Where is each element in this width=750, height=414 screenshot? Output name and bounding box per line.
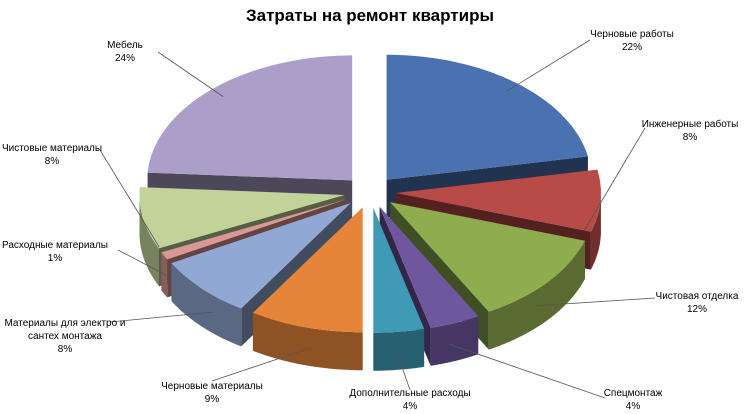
value-label: 12% (686, 304, 707, 315)
data-label: Мебель 24% (55, 39, 195, 65)
category-label: Черновые работы (590, 29, 674, 40)
leader-line (99, 149, 160, 248)
slice-top (373, 207, 425, 333)
value-label: 22% (621, 42, 642, 53)
category-label: Инженерные работы (641, 119, 739, 130)
leader-line (396, 352, 411, 391)
category-label: Дополнительные расходы (349, 388, 471, 399)
slice-top (171, 202, 351, 309)
leader-line (535, 297, 656, 307)
slice-wall (430, 316, 479, 366)
category-label: Чистовые материалы (1, 143, 103, 154)
data-label: Чистовые материалы 8% (0, 142, 122, 168)
leader-line (448, 343, 606, 399)
slice-top (147, 55, 353, 181)
leader-line (583, 127, 646, 231)
data-label: Дополнительные расходы 4% (340, 387, 480, 413)
data-label: Материалы для электро и сантех монтажа 8% (0, 317, 135, 356)
leader-line (211, 347, 311, 382)
slice-wall (373, 328, 425, 371)
value-label: 24% (114, 53, 135, 64)
category-label: Спецмонтаж (603, 388, 663, 399)
value-label: 4% (625, 401, 641, 412)
data-label: Спецмонтаж 4% (563, 387, 703, 413)
slice-wall (590, 193, 601, 270)
value-label: 4% (402, 401, 418, 412)
value-label: 8% (57, 344, 73, 355)
value-label: 1% (47, 253, 63, 264)
slice-top (390, 202, 585, 312)
leader-line (506, 39, 591, 92)
category-label: Черновые материалы (161, 381, 263, 392)
slice-wall (252, 312, 363, 371)
slice-top (379, 206, 479, 328)
slice-top (139, 187, 345, 249)
value-label: 9% (204, 394, 220, 405)
leader-line (109, 311, 214, 323)
slice-top (395, 169, 601, 232)
slice-top (252, 207, 363, 333)
slice-top (386, 54, 588, 180)
category-label: Расходные материалы (2, 240, 108, 251)
category-label: Мебель (107, 40, 143, 51)
chart-title: Затраты на ремонт квартиры (246, 6, 494, 25)
leader-line (157, 51, 224, 97)
slice-wall (161, 252, 168, 298)
data-label: Инженерные работы 8% (620, 118, 750, 144)
data-label: Черновые работы 22% (562, 28, 702, 54)
data-label: Чистовая отделка 12% (627, 290, 750, 316)
data-label: Расходные материалы 1% (0, 239, 125, 265)
value-label: 8% (682, 132, 698, 143)
category-label: Чистовая отделка (655, 291, 739, 302)
slice-wall (171, 263, 242, 347)
slice-wall (488, 240, 585, 350)
value-label: 8% (44, 156, 60, 167)
slice (252, 207, 363, 371)
category-label: Материалы для электро и сантех монтажа (4, 318, 126, 342)
slice-top (161, 199, 347, 260)
slice (373, 207, 425, 371)
slice-wall (139, 195, 159, 287)
leader-line (117, 249, 179, 283)
data-label: Черновые материалы 9% (142, 380, 282, 406)
